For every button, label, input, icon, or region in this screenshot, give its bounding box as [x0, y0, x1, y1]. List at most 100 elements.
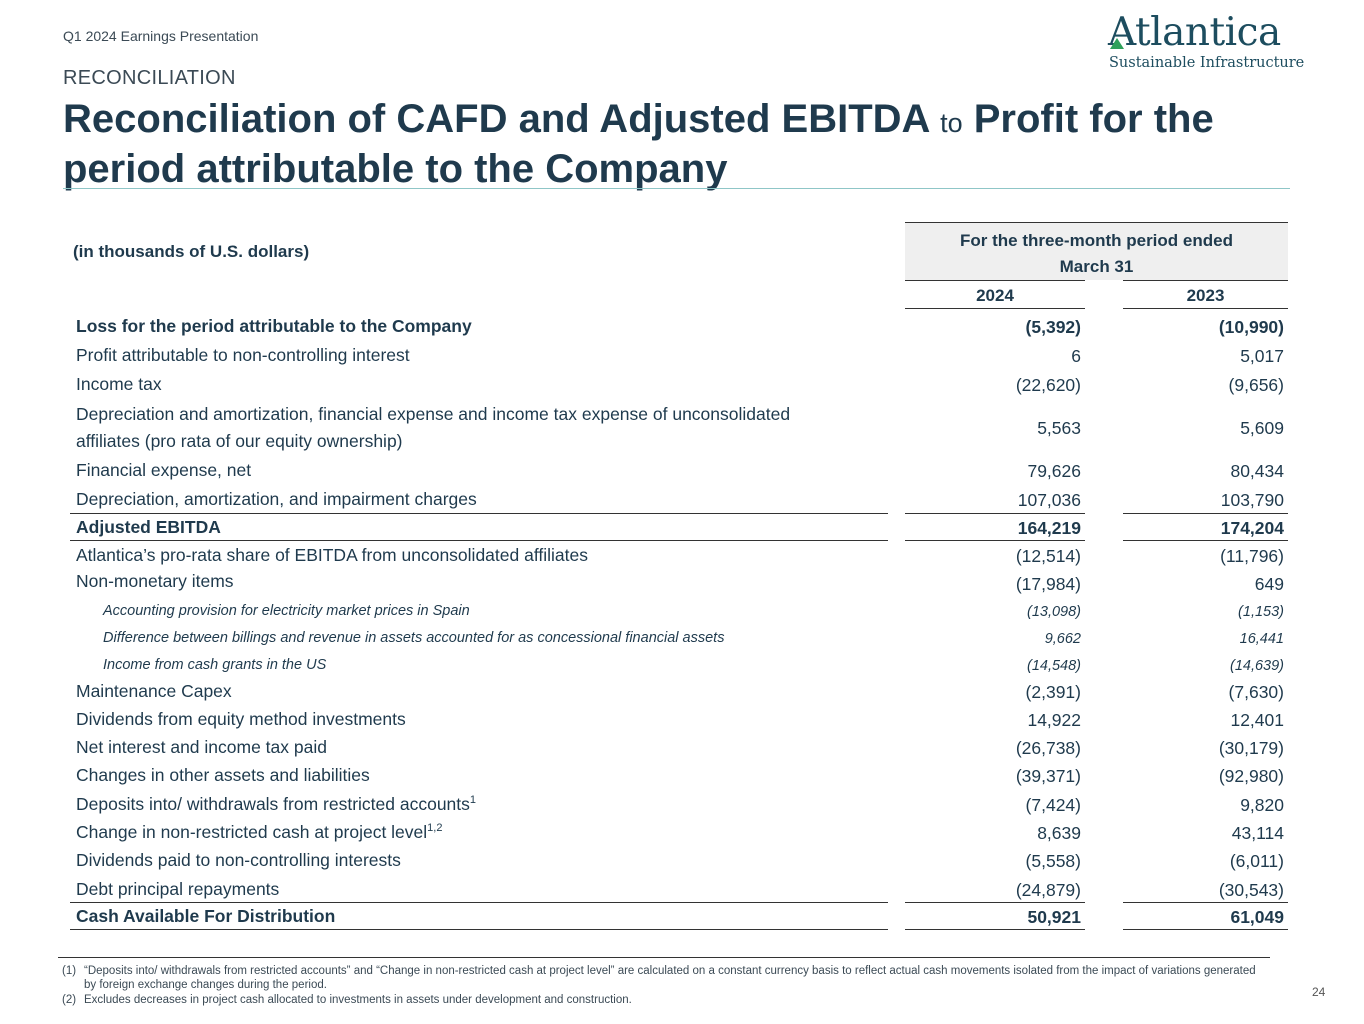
footnote-ref: 1,2	[427, 822, 443, 835]
row-divider	[70, 513, 888, 514]
row-label: Net interest and income tax paid	[76, 737, 327, 757]
value-2024: (13,098)	[1026, 604, 1081, 620]
value-2023: (1,153)	[1238, 604, 1284, 620]
value-2024: 9,662	[1044, 631, 1081, 647]
value-2024: 79,626	[1027, 461, 1081, 481]
year-2024-header: 2024	[905, 280, 1085, 309]
row-label: Adjusted EBITDA	[76, 517, 221, 537]
title-part2: Profit for the period attributable to th…	[63, 97, 1214, 191]
value-2024: (7,424)	[1025, 795, 1081, 815]
footnote-text: Excludes decreases in project cash alloc…	[84, 994, 632, 1006]
units-label: (in thousands of U.S. dollars)	[73, 242, 310, 261]
value-2024: (39,371)	[1015, 766, 1081, 786]
row-label: Financial expense, net	[76, 460, 252, 480]
value-2023: 61,049	[1230, 907, 1284, 927]
period-line1: For the three-month period ended	[960, 231, 1233, 250]
value-2024: 164,219	[1017, 518, 1081, 538]
footnote-divider	[58, 957, 1270, 958]
value-2023: (11,796)	[1220, 546, 1284, 566]
row-label-text: Change in non-restricted cash at project…	[76, 822, 428, 842]
value-2024: 14,922	[1027, 710, 1081, 730]
footnote-text: “Deposits into/ withdrawals from restric…	[84, 965, 1256, 991]
title-part1: Reconciliation of CAFD and Adjusted EBIT…	[63, 97, 929, 141]
logo-wordmark: Atlantica	[1108, 10, 1281, 55]
atlantica-logo: Atlantica Sustainable Infrastructure	[1108, 10, 1304, 76]
value-2023: (30,543)	[1218, 880, 1284, 900]
row-divider	[70, 929, 888, 930]
year-2023-header: 2023	[1123, 280, 1288, 309]
row-label: Deposits into/ withdrawals from restrict…	[76, 791, 866, 818]
value-2024: 6	[1071, 346, 1081, 366]
title-divider	[63, 188, 1290, 189]
row-divider	[905, 513, 1085, 514]
period-header: For the three-month period ended March 3…	[905, 222, 1288, 280]
row-divider	[905, 929, 1085, 930]
row-divider	[1123, 929, 1288, 930]
row-divider	[70, 902, 888, 903]
value-2023: 80,434	[1230, 461, 1284, 481]
value-2024: 8,639	[1037, 823, 1081, 843]
page-title: Reconciliation of CAFD and Adjusted EBIT…	[63, 96, 1293, 192]
value-2024: (26,738)	[1015, 738, 1081, 758]
value-2023: (10,990)	[1218, 317, 1284, 337]
value-2024: 107,036	[1017, 490, 1081, 510]
value-2024: (5,558)	[1025, 851, 1081, 871]
row-divider	[1123, 902, 1288, 903]
row-label: Atlantica’s pro-rata share of EBITDA fro…	[76, 545, 588, 565]
value-2023: 16,441	[1239, 631, 1284, 647]
row-divider	[70, 540, 888, 541]
footnote-number: (1)	[62, 965, 77, 977]
value-2023: 103,790	[1220, 490, 1284, 510]
value-2023: (9,656)	[1228, 375, 1284, 395]
row-divider	[1123, 540, 1288, 541]
value-2024: (17,984)	[1015, 574, 1081, 594]
row-label: Difference between billings and revenue …	[103, 630, 725, 646]
row-label: Dividends paid to non-controlling intere…	[76, 850, 401, 870]
title-connector: to	[940, 108, 963, 138]
value-2024: 50,921	[1027, 907, 1081, 927]
row-label: Loss for the period attributable to the …	[76, 316, 472, 336]
row-label: Dividends from equity method investments	[76, 709, 406, 729]
period-line2: March 31	[1059, 257, 1134, 276]
row-label: Cash Available For Distribution	[76, 906, 336, 926]
presentation-name: Q1 2024 Earnings Presentation	[63, 28, 259, 44]
row-divider	[905, 902, 1085, 903]
row-divider	[1123, 513, 1288, 514]
value-2023: (14,639)	[1229, 658, 1284, 674]
row-label: Income tax	[76, 374, 162, 394]
value-2023: 5,017	[1240, 346, 1284, 366]
row-label: Maintenance Capex	[76, 681, 232, 701]
value-2023: (6,011)	[1229, 851, 1284, 871]
value-2023: 43,114	[1231, 823, 1284, 843]
row-label: Income from cash grants in the US	[103, 657, 327, 673]
value-2023: (30,179)	[1218, 738, 1284, 758]
row-label: Debt principal repayments	[76, 879, 280, 899]
row-label: Profit attributable to non-controlling i…	[76, 345, 410, 365]
row-label-line2: affiliates (pro rata of our equity owner…	[76, 431, 403, 451]
value-2023: 174,204	[1220, 518, 1284, 538]
value-2024: (14,548)	[1026, 658, 1081, 674]
page-number: 24	[1312, 985, 1326, 999]
logo-triangle-icon	[1110, 38, 1124, 49]
value-2024: (12,514)	[1015, 546, 1081, 566]
value-2023: 12,401	[1230, 710, 1284, 730]
value-2024: (2,391)	[1025, 682, 1081, 702]
row-label-line1: Depreciation and amortization, financial…	[76, 404, 791, 424]
row-label: Change in non-restricted cash at project…	[76, 819, 866, 846]
value-2023: 9,820	[1240, 795, 1284, 815]
row-label: Non-monetary items	[76, 571, 234, 591]
value-2023: 5,609	[1240, 418, 1284, 438]
value-2024: 5,563	[1037, 418, 1081, 438]
section-label: RECONCILIATION	[63, 67, 236, 89]
row-label-text: Deposits into/ withdrawals from restrict…	[76, 794, 470, 814]
value-2024: (5,392)	[1025, 317, 1081, 337]
logo-tagline: Sustainable Infrastructure	[1109, 55, 1305, 71]
footnote-ref: 1	[469, 794, 477, 807]
row-label: Depreciation, amortization, and impairme…	[76, 489, 477, 509]
row-label: Accounting provision for electricity mar…	[103, 603, 470, 619]
value-2024: (24,879)	[1015, 880, 1081, 900]
row-label: Changes in other assets and liabilities	[76, 765, 370, 785]
row-divider	[905, 540, 1085, 541]
value-2023: (7,630)	[1228, 682, 1284, 702]
value-2023: 649	[1254, 574, 1284, 594]
